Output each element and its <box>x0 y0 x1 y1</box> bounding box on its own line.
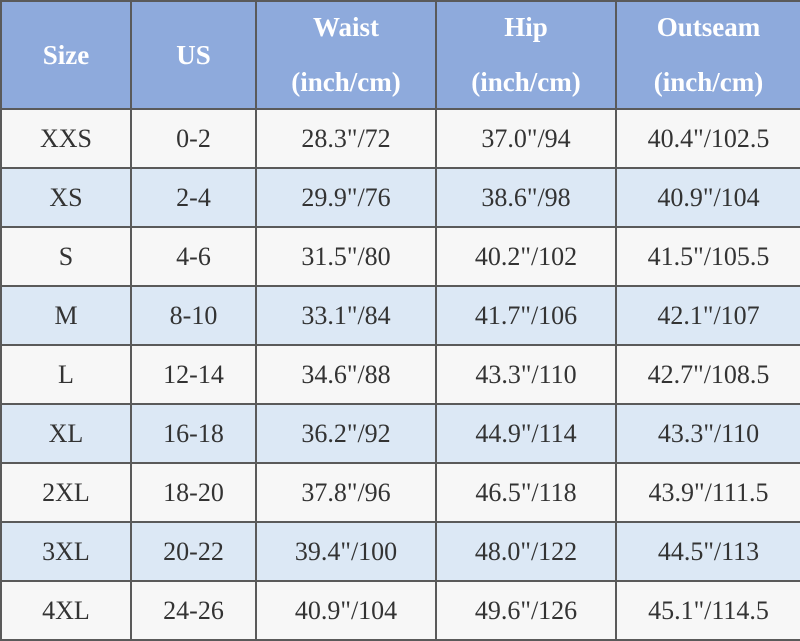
table-cell: 40.2"/102 <box>435 226 617 287</box>
table-cell: 41.5"/105.5 <box>615 226 800 287</box>
table-cell: 28.3"/72 <box>255 108 437 169</box>
table-cell: 31.5"/80 <box>255 226 437 287</box>
table-cell: XS <box>0 167 132 228</box>
table-cell: 24-26 <box>130 580 257 641</box>
header-cell: Waist (inch/cm) <box>255 0 437 110</box>
table-cell: 33.1"/84 <box>255 285 437 346</box>
table-cell: 49.6"/126 <box>435 580 617 641</box>
table-row: XS 2-4 29.9"/76 38.6"/98 40.9"/104 <box>0 167 800 228</box>
header-cell: Outseam (inch/cm) <box>615 0 800 110</box>
table-cell: 44.9"/114 <box>435 403 617 464</box>
header-cell: Hip (inch/cm) <box>435 0 617 110</box>
table-cell: 0-2 <box>130 108 257 169</box>
table-row: XL 16-18 36.2"/92 44.9"/114 43.3"/110 <box>0 403 800 464</box>
table-cell: 45.1"/114.5 <box>615 580 800 641</box>
table-cell: XL <box>0 403 132 464</box>
header-cell: US <box>130 0 257 110</box>
table-cell: 3XL <box>0 521 132 582</box>
table-cell: 29.9"/76 <box>255 167 437 228</box>
table-cell: 43.9"/111.5 <box>615 462 800 523</box>
header-unit: (inch/cm) <box>471 67 581 97</box>
table-cell: 36.2"/92 <box>255 403 437 464</box>
table-cell: 46.5"/118 <box>435 462 617 523</box>
table-row: S 4-6 31.5"/80 40.2"/102 41.5"/105.5 <box>0 226 800 287</box>
table-cell: 4XL <box>0 580 132 641</box>
table-body: XXS 0-2 28.3"/72 37.0"/94 40.4"/102.5 XS 2-4 29… <box>0 108 800 641</box>
header-label: Hip <box>504 12 548 42</box>
table-row: 2XL 18-20 37.8"/96 46.5"/118 43.9"/111.5 <box>0 462 800 523</box>
table-cell: 16-18 <box>130 403 257 464</box>
table-cell: 34.6"/88 <box>255 344 437 405</box>
table-cell: L <box>0 344 132 405</box>
table-cell: 20-22 <box>130 521 257 582</box>
table-cell: 44.5"/113 <box>615 521 800 582</box>
table-cell: 2XL <box>0 462 132 523</box>
header-label: Outseam <box>656 12 761 42</box>
table-row: L 12-14 34.6"/88 43.3"/110 42.7"/108.5 <box>0 344 800 405</box>
table-row: M 8-10 33.1"/84 41.7"/106 42.1"/107 <box>0 285 800 346</box>
table-cell: XXS <box>0 108 132 169</box>
table-cell: 42.1"/107 <box>615 285 800 346</box>
table-cell: 8-10 <box>130 285 257 346</box>
table-cell: S <box>0 226 132 287</box>
table-cell: 37.0"/94 <box>435 108 617 169</box>
table-cell: 40.9"/104 <box>615 167 800 228</box>
header-row: Size US Waist (inch/cm) Hip (inch/cm) Outseam (… <box>0 0 800 110</box>
table-cell: 2-4 <box>130 167 257 228</box>
table-row: 3XL 20-22 39.4"/100 48.0"/122 44.5"/113 <box>0 521 800 582</box>
header-unit: (inch/cm) <box>653 67 764 97</box>
table-cell: 43.3"/110 <box>615 403 800 464</box>
table-cell: 4-6 <box>130 226 257 287</box>
table-row: 4XL 24-26 40.9"/104 49.6"/126 45.1"/114.5 <box>0 580 800 641</box>
table-cell: 41.7"/106 <box>435 285 617 346</box>
table-cell: 43.3"/110 <box>435 344 617 405</box>
header-unit: (inch/cm) <box>291 67 401 97</box>
table-cell: 38.6"/98 <box>435 167 617 228</box>
table-cell: 48.0"/122 <box>435 521 617 582</box>
table-cell: 12-14 <box>130 344 257 405</box>
table-row: XXS 0-2 28.3"/72 37.0"/94 40.4"/102.5 <box>0 108 800 169</box>
table-cell: 42.7"/108.5 <box>615 344 800 405</box>
header-label: Waist <box>312 12 379 42</box>
table-cell: 40.9"/104 <box>255 580 437 641</box>
table-cell: 18-20 <box>130 462 257 523</box>
header-cell: Size <box>0 0 132 110</box>
header-label: US <box>176 39 211 70</box>
table-cell: 40.4"/102.5 <box>615 108 800 169</box>
table-cell: 37.8"/96 <box>255 462 437 523</box>
table-cell: M <box>0 285 132 346</box>
table-cell: 39.4"/100 <box>255 521 437 582</box>
header-label: Size <box>42 39 90 70</box>
